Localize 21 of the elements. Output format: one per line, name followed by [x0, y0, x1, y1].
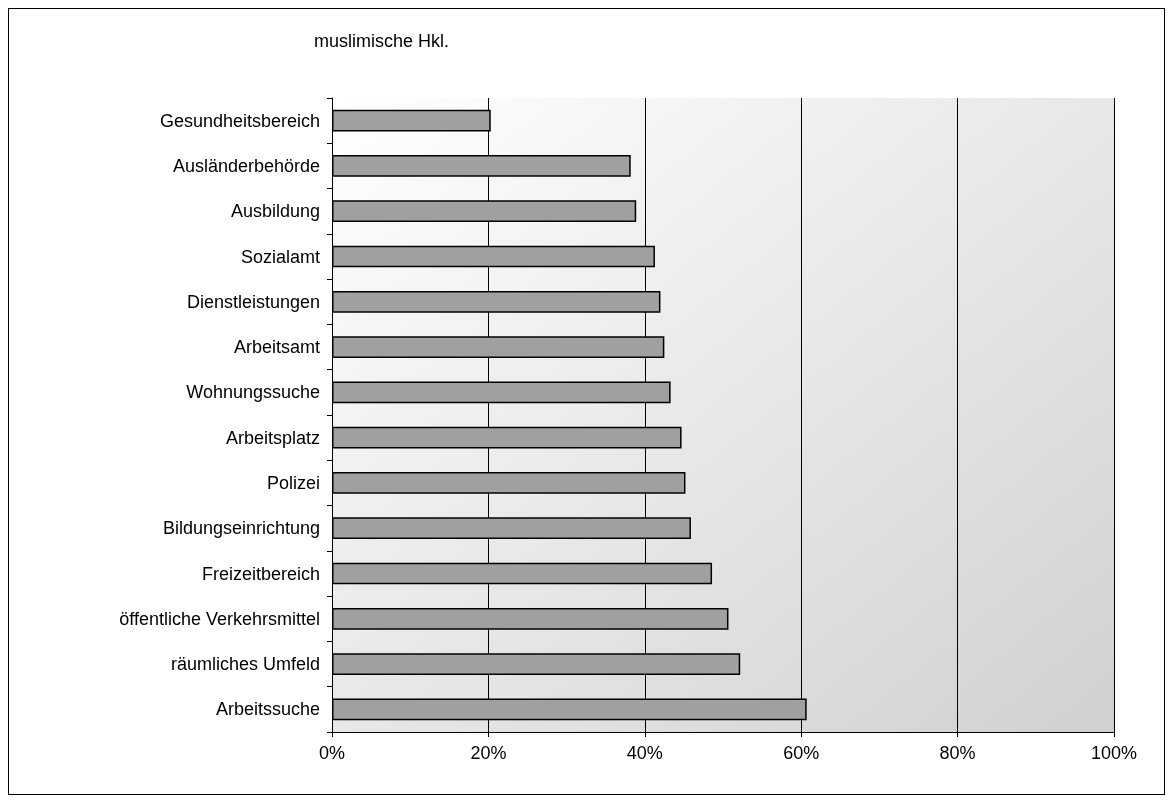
x-tick-label: 40% [626, 743, 663, 763]
y-tick-label: Arbeitssuche [215, 699, 320, 720]
x-tick-label: 100% [1090, 743, 1138, 763]
y-tick-label: Arbeitsamt [233, 337, 320, 358]
y-tick-label: Wohnungssuche [186, 382, 320, 403]
x-tick-label: 20% [470, 743, 507, 763]
y-tick-label: Bildungseinrichtung [162, 518, 320, 539]
y-tick-label: Ausbildung [230, 201, 320, 222]
y-tick-label: Sozialamt [240, 246, 320, 267]
y-tick-label: Arbeitsplatz [225, 427, 320, 448]
y-tick-label: öffentliche Verkehrsmittel [119, 608, 320, 629]
x-tick-label: 0% [318, 743, 346, 763]
y-tick-label: Polizei [266, 472, 320, 493]
chart-title: muslimische Hkl. [314, 31, 450, 51]
x-tick-label: 80% [939, 743, 976, 763]
y-tick-label: Ausländerbehörde [172, 155, 320, 176]
y-tick-label: Gesundheitsbereich [159, 110, 320, 131]
y-tick-label: Freizeitbereich [201, 563, 320, 584]
x-tick-label: 60% [783, 743, 820, 763]
y-tick-label: Dienstleistungen [186, 291, 320, 312]
y-tick-label: räumliches Umfeld [170, 654, 320, 675]
